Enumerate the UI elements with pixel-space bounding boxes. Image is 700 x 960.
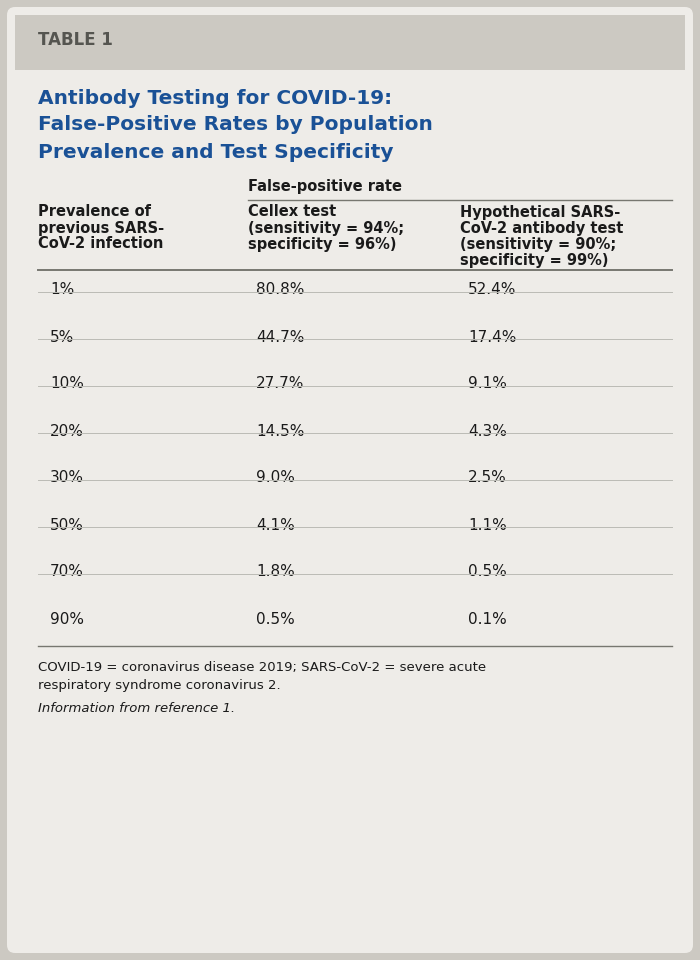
Text: CoV-2 antibody test: CoV-2 antibody test xyxy=(460,221,624,235)
Text: TABLE 1: TABLE 1 xyxy=(38,31,113,49)
Text: 9.1%: 9.1% xyxy=(468,376,507,392)
Text: 10%: 10% xyxy=(50,376,84,392)
Text: 4.3%: 4.3% xyxy=(468,423,507,439)
Text: 0.5%: 0.5% xyxy=(468,564,507,580)
Text: respiratory syndrome coronavirus 2.: respiratory syndrome coronavirus 2. xyxy=(38,679,281,691)
Text: False-positive rate: False-positive rate xyxy=(248,180,402,195)
FancyBboxPatch shape xyxy=(7,7,693,953)
Text: Prevalence and Test Specificity: Prevalence and Test Specificity xyxy=(38,142,393,161)
Text: previous SARS-: previous SARS- xyxy=(38,221,164,235)
Text: specificity = 99%): specificity = 99%) xyxy=(460,252,608,268)
Bar xyxy=(15,15,685,65)
Text: 0.1%: 0.1% xyxy=(468,612,507,627)
FancyBboxPatch shape xyxy=(15,70,685,100)
Text: 0.5%: 0.5% xyxy=(256,612,295,627)
Text: 5%: 5% xyxy=(50,329,74,345)
Text: 44.7%: 44.7% xyxy=(256,329,304,345)
Text: 90%: 90% xyxy=(50,612,84,627)
Text: Prevalence of: Prevalence of xyxy=(38,204,151,220)
Text: False-Positive Rates by Population: False-Positive Rates by Population xyxy=(38,115,433,134)
Text: Antibody Testing for COVID-19:: Antibody Testing for COVID-19: xyxy=(38,88,392,108)
Text: 50%: 50% xyxy=(50,517,84,533)
Text: 14.5%: 14.5% xyxy=(256,423,304,439)
Text: Information from reference 1.: Information from reference 1. xyxy=(38,702,235,714)
Text: 80.8%: 80.8% xyxy=(256,282,304,298)
Text: 70%: 70% xyxy=(50,564,84,580)
Text: 17.4%: 17.4% xyxy=(468,329,517,345)
Text: 1%: 1% xyxy=(50,282,74,298)
Text: 1.8%: 1.8% xyxy=(256,564,295,580)
Text: 9.0%: 9.0% xyxy=(256,470,295,486)
Text: 27.7%: 27.7% xyxy=(256,376,304,392)
Text: 52.4%: 52.4% xyxy=(468,282,517,298)
Text: COVID-19 = coronavirus disease 2019; SARS-CoV-2 = severe acute: COVID-19 = coronavirus disease 2019; SAR… xyxy=(38,661,486,675)
Text: CoV-2 infection: CoV-2 infection xyxy=(38,236,163,252)
Text: (sensitivity = 94%;: (sensitivity = 94%; xyxy=(248,221,404,235)
Text: 4.1%: 4.1% xyxy=(256,517,295,533)
FancyBboxPatch shape xyxy=(15,15,685,75)
Text: (sensitivity = 90%;: (sensitivity = 90%; xyxy=(460,236,616,252)
Bar xyxy=(15,55,685,75)
Text: 30%: 30% xyxy=(50,470,84,486)
Text: Hypothetical SARS-: Hypothetical SARS- xyxy=(460,204,620,220)
Text: 2.5%: 2.5% xyxy=(468,470,507,486)
Text: 1.1%: 1.1% xyxy=(468,517,507,533)
Text: specificity = 96%): specificity = 96%) xyxy=(248,236,396,252)
Text: Cellex test: Cellex test xyxy=(248,204,336,220)
Text: 20%: 20% xyxy=(50,423,84,439)
